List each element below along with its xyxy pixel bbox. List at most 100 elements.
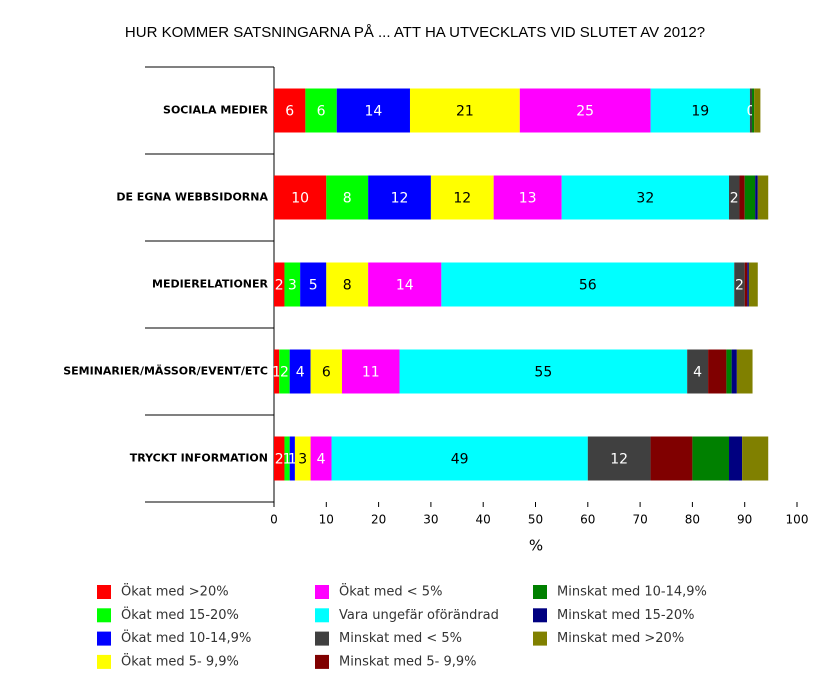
x-tick-label: 90 — [737, 513, 752, 527]
data-label: 14 — [364, 104, 382, 120]
data-label: 2 — [275, 278, 284, 294]
legend-label: Ökat med 15-20% — [121, 606, 239, 623]
legend-label: Minskat med 15-20% — [557, 608, 695, 623]
legend-swatch — [315, 654, 329, 669]
bar-segment — [331, 436, 588, 481]
x-axis-label: % — [529, 537, 543, 555]
bar-segment — [274, 436, 285, 481]
x-tick-label: 40 — [476, 513, 491, 527]
bar-segment — [300, 262, 327, 307]
bar-segment — [305, 88, 337, 133]
bar-segment — [294, 436, 311, 481]
legend-swatch — [533, 608, 547, 623]
x-tick-label: 50 — [528, 513, 543, 527]
legend-label: Minskat med >20% — [557, 631, 684, 646]
bar-segment — [341, 349, 400, 394]
bar-segment — [744, 262, 748, 307]
data-label: 5 — [309, 278, 318, 294]
legend-swatch — [97, 608, 111, 623]
legend-swatch — [97, 654, 111, 669]
data-label: 12 — [391, 191, 409, 207]
bar-segment — [310, 349, 342, 394]
data-label: 8 — [343, 278, 352, 294]
bar-segment — [274, 349, 280, 394]
x-tick-label: 10 — [319, 513, 334, 527]
data-label: 25 — [576, 104, 594, 120]
bar-segment — [692, 436, 730, 481]
x-tick-label: 60 — [580, 513, 595, 527]
category-label: MEDIERELATIONER — [152, 278, 269, 291]
bar-segment — [409, 88, 520, 133]
legend-swatch — [315, 631, 329, 646]
data-label: 0 — [747, 104, 756, 120]
bar-segment — [742, 436, 769, 481]
data-label: 6 — [322, 365, 331, 381]
bar-segment — [326, 262, 369, 307]
data-label: 55 — [534, 365, 552, 381]
bar-segment — [739, 175, 745, 220]
legend-swatch — [533, 585, 547, 599]
data-label: 32 — [636, 191, 654, 207]
bar-segment — [587, 436, 651, 481]
data-label: 2 — [275, 452, 284, 468]
data-label: 6 — [317, 104, 326, 120]
data-label: 10 — [291, 191, 309, 207]
bar-segment — [493, 175, 562, 220]
category-label: DE EGNA WEBBSIDORNA — [116, 191, 268, 204]
bar-segment — [430, 175, 494, 220]
chart-title: HUR KOMMER SATSNINGARNA PÅ ... ATT HA UT… — [125, 24, 705, 41]
bar-segment — [310, 436, 332, 481]
x-tick-label: 70 — [632, 513, 647, 527]
legend-label: Vara ungefär oförändrad — [339, 608, 499, 623]
category-label: SOCIALA MEDIER — [163, 104, 269, 117]
bar-segment — [336, 88, 410, 133]
legend-swatch — [315, 608, 329, 623]
data-label: 3 — [298, 452, 307, 468]
x-tick-label: 0 — [270, 513, 278, 527]
bar-segment — [279, 349, 290, 394]
bar-segment — [326, 175, 369, 220]
x-tick-label: 20 — [371, 513, 386, 527]
bar-segment — [749, 88, 753, 133]
data-label: 13 — [519, 191, 537, 207]
bar-segment — [650, 436, 693, 481]
bar-segment — [752, 88, 755, 133]
bar-segment — [441, 262, 735, 307]
data-label: 19 — [691, 104, 709, 120]
bar-segment — [289, 349, 311, 394]
bar-segment — [289, 436, 295, 481]
data-label: 49 — [451, 452, 469, 468]
data-label: 11 — [362, 365, 380, 381]
data-label: 2 — [280, 365, 289, 381]
bar-segment — [650, 88, 750, 133]
bar-segment — [757, 175, 769, 220]
data-label: 4 — [296, 365, 305, 381]
bar-segment — [744, 175, 756, 220]
bar-segment — [284, 436, 290, 481]
legend-label: Minskat med < 5% — [339, 631, 462, 646]
bar-segment — [747, 262, 749, 307]
legend-label: Minskat med 5- 9,9% — [339, 654, 477, 669]
bar-segment — [519, 88, 651, 133]
category-label: TRYCKT INFORMATION — [130, 452, 268, 465]
bar-segment — [736, 349, 753, 394]
bar-segment — [368, 175, 431, 220]
legend-swatch — [97, 585, 111, 599]
bar-segment — [399, 349, 688, 394]
data-label: 3 — [288, 278, 297, 294]
data-label: 14 — [396, 278, 414, 294]
bar-segment — [755, 175, 758, 220]
bar-segment — [754, 88, 761, 133]
data-label: 6 — [285, 104, 294, 120]
data-label: 1 — [272, 365, 281, 381]
bar-segment — [274, 262, 285, 307]
legend-label: Ökat med >20% — [121, 583, 229, 600]
legend-label: Ökat med 10-14,9% — [121, 629, 251, 646]
data-label: 56 — [579, 278, 597, 294]
bar-segment — [748, 262, 758, 307]
legend-label: Ökat med < 5% — [339, 583, 442, 600]
legend-swatch — [315, 585, 329, 599]
bar-segment — [561, 175, 730, 220]
x-tick-label: 100 — [786, 513, 809, 527]
bar-segment — [368, 262, 442, 307]
